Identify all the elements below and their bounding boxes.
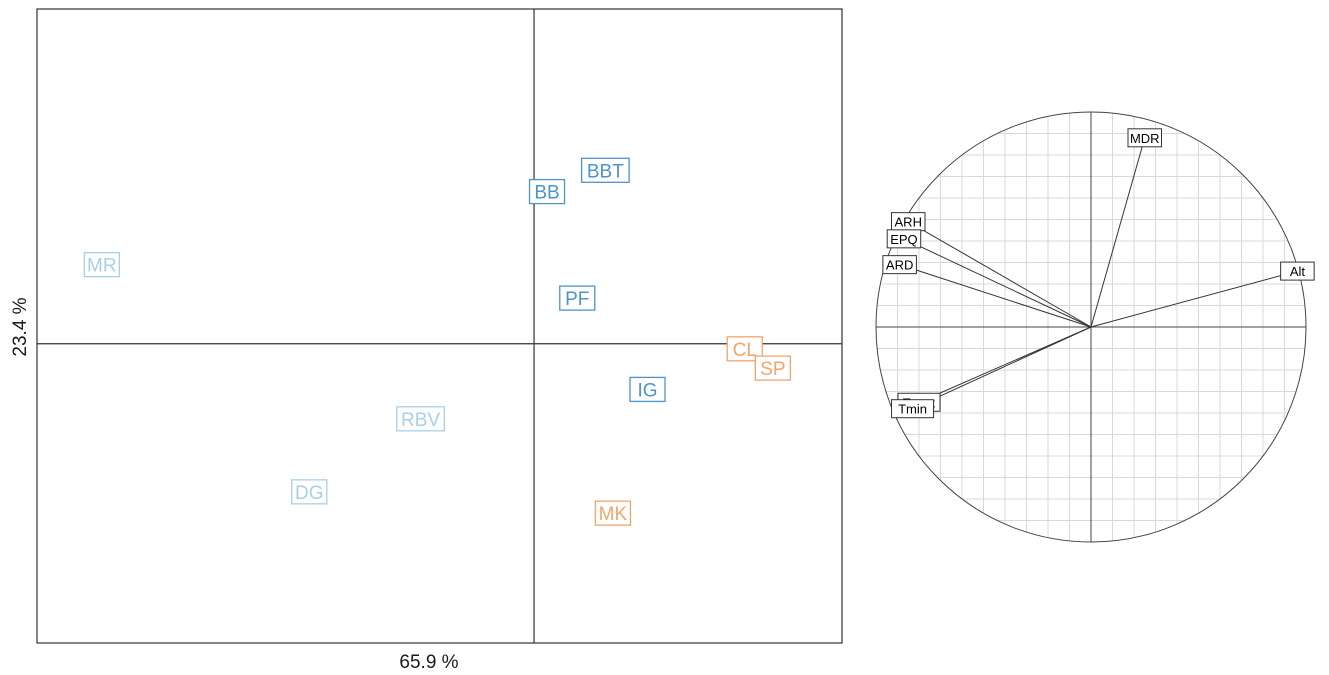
- variable-label-ard: ARD: [882, 255, 917, 275]
- site-label-bb: BB: [528, 178, 566, 205]
- vector-arrow-tmax: [919, 326, 1092, 402]
- variable-label-text: ARH: [895, 215, 922, 230]
- site-label-text: SP: [760, 359, 785, 380]
- site-label-dg: DG: [291, 479, 328, 505]
- site-label-text: MK: [599, 504, 628, 525]
- site-label-text: MR: [87, 256, 117, 277]
- variable-label-box: [886, 229, 922, 249]
- site-label-box: [559, 285, 596, 311]
- site-label-box: [629, 376, 666, 403]
- variable-label-box: [882, 255, 917, 275]
- variable-vectors: MDRARHEPQARDAltTmaxTmin: [882, 128, 1315, 419]
- variable-label-alt: Alt: [1280, 261, 1315, 281]
- individuals-plot-frame: [36, 8, 843, 644]
- site-label-box: [594, 500, 632, 526]
- vector-arrow-arh: [908, 222, 1092, 328]
- correlation-circle-panel: MDRARHEPQARDAltTmaxTmin: [875, 111, 1315, 543]
- site-label-cl: CL: [726, 336, 763, 362]
- site-label-text: BB: [534, 183, 559, 204]
- variable-label-text: EPQ: [890, 232, 917, 247]
- site-label-bbt: BBT: [580, 157, 630, 183]
- site-label-text: IG: [637, 380, 657, 401]
- variable-label-text: Tmin: [898, 402, 927, 417]
- site-label-text: DG: [295, 483, 324, 504]
- vector-arrow-mdr: [1090, 138, 1145, 328]
- vector-arrow-ard: [900, 265, 1092, 328]
- variable-label-arh: ARH: [891, 212, 926, 232]
- variable-label-text: ARD: [886, 258, 913, 273]
- vector-arrow-alt: [1090, 271, 1297, 328]
- site-label-rbv: RBV: [396, 406, 445, 432]
- variable-label-box: [1127, 128, 1162, 148]
- variable-label-epq: EPQ: [886, 229, 922, 249]
- site-label-pf: PF: [559, 285, 596, 311]
- site-label-box: [726, 336, 763, 362]
- site-label-text: BBT: [587, 161, 624, 182]
- vector-arrow-epq: [904, 239, 1092, 328]
- site-label-box: [396, 406, 445, 432]
- site-label-text: PF: [565, 289, 589, 310]
- variable-label-text: Alt: [1290, 264, 1306, 279]
- individuals-axes: [37, 9, 842, 643]
- site-label-mk: MK: [594, 500, 632, 526]
- variable-label-tmin: Tmin: [891, 399, 935, 419]
- variable-label-box: [1280, 261, 1315, 281]
- site-label-sp: SP: [754, 355, 791, 381]
- vector-arrow-tmin: [913, 326, 1092, 409]
- x-axis-title: 65.9 %: [399, 652, 458, 673]
- site-label-text: RBV: [401, 410, 440, 431]
- site-label-mr: MR: [83, 251, 120, 278]
- site-label-box: [754, 355, 791, 381]
- variable-label-mdr: MDR: [1127, 128, 1162, 148]
- site-label-box: [83, 251, 120, 278]
- variable-label-box: [891, 399, 935, 419]
- y-axis-title: 23.4 %: [10, 297, 31, 356]
- variable-label-text: MDR: [1130, 131, 1160, 146]
- site-label-box: [528, 178, 566, 205]
- site-label-box: [291, 479, 328, 505]
- site-label-ig: IG: [629, 376, 666, 403]
- site-label-box: [580, 157, 630, 183]
- site-label-text: CL: [733, 340, 757, 361]
